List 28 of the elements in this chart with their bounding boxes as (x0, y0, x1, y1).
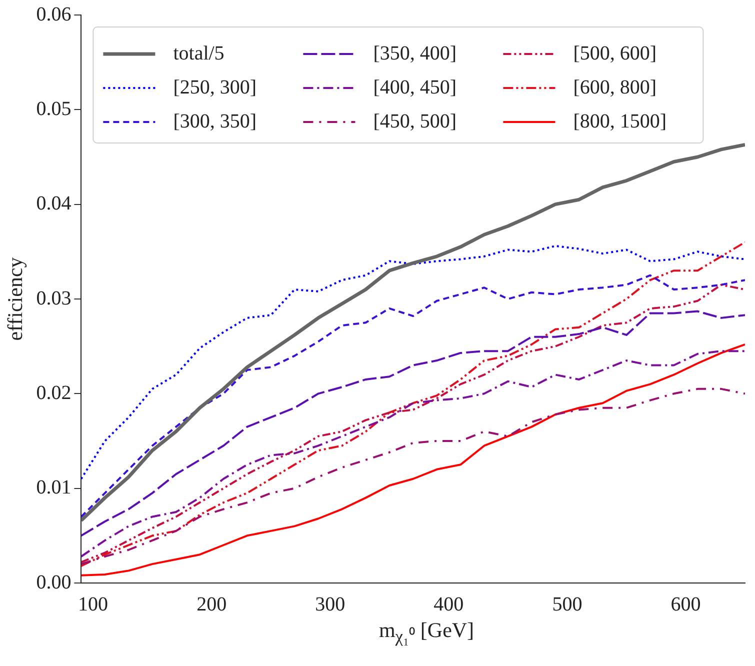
legend-label: [300, 350] (173, 110, 257, 132)
y-tick-label: 0.01 (36, 476, 72, 499)
x-tick-label: 300 (315, 593, 346, 616)
y-axis-title: efficiency (3, 256, 28, 341)
x-tick-label: 400 (434, 593, 464, 616)
y-tick-label: 0.03 (36, 287, 72, 310)
y-tick-label: 0.04 (36, 192, 72, 215)
legend-label: [800, 1500] (573, 110, 667, 132)
legend-label: [250, 300] (173, 76, 257, 98)
legend-label: [500, 600] (573, 42, 657, 64)
x-tick-label: 200 (196, 593, 227, 616)
x-axis-title: m$_{χ₁⁰}$ [GeV] (378, 618, 476, 648)
legend-label: [600, 800] (573, 76, 657, 98)
line-series (81, 388, 745, 566)
line-series (81, 310, 745, 537)
legend-label: [400, 450] (373, 76, 457, 98)
legend-label: [350, 400] (373, 42, 457, 64)
y-tick-label: 0.05 (36, 98, 72, 120)
legend-label: [450, 500] (373, 110, 457, 132)
x-tick-label: 600 (670, 593, 701, 616)
y-tick-label: 0.06 (36, 3, 72, 26)
x-tick-label: 100 (78, 593, 108, 616)
legend-label: total/5 (173, 42, 224, 64)
x-tick-label: 500 (552, 593, 582, 616)
line-series (81, 244, 745, 480)
y-tick-label: 0.02 (36, 382, 72, 404)
line-series (81, 274, 745, 518)
y-tick-label: 0.00 (36, 571, 72, 594)
